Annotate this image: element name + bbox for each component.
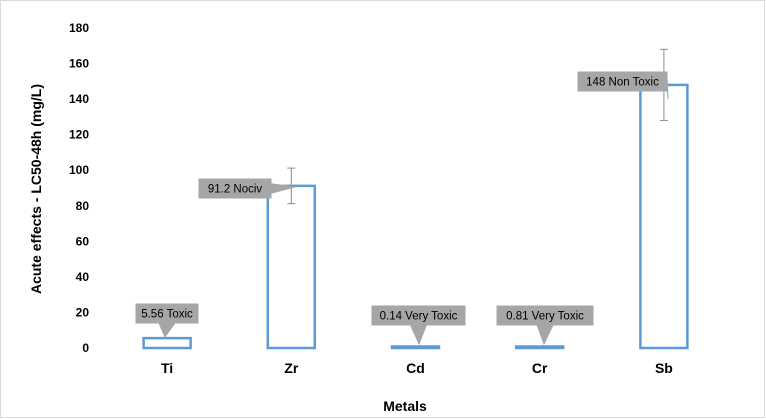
- bar-ti: [142, 336, 192, 350]
- x-tick-label-sb: Sb: [655, 360, 673, 376]
- data-label-cr: 0.81 Very Toxic: [496, 305, 594, 346]
- data-labels: 5.56 Toxic 91.2 Nociv 0.14 Very Toxic 0.81 …: [135, 71, 669, 346]
- data-label-text: 5.56 Toxic: [141, 309, 193, 321]
- y-tick-label: 140: [69, 92, 89, 106]
- data-label-text: 0.14 Very Toxic: [380, 311, 458, 323]
- error-bar-zr: [287, 167, 296, 205]
- x-axis-title: Metals: [383, 398, 427, 414]
- data-label-box: [577, 71, 669, 100]
- bar-cd: [390, 345, 441, 350]
- data-label-text: 91.2 Nociv: [208, 184, 263, 196]
- x-tick-label-zr: Zr: [284, 360, 299, 376]
- y-tick-label: 60: [76, 234, 90, 248]
- bar-cr: [514, 345, 565, 350]
- data-label-text: 148 Non Toxic: [586, 77, 659, 89]
- x-tick-label-cr: Cr: [532, 360, 548, 376]
- y-axis-title: Acute effects - LC50-48h (mg/L): [28, 84, 44, 294]
- x-tick-label-cd: Cd: [406, 360, 425, 376]
- y-tick-label: 180: [69, 21, 89, 35]
- data-label-zr: 91.2 Nociv: [198, 178, 296, 199]
- y-tick-label: 80: [76, 199, 90, 213]
- y-tick-label: 120: [69, 128, 89, 142]
- data-label-sb: 148 Non Toxic: [577, 71, 669, 100]
- y-tick-label: 20: [76, 305, 90, 319]
- data-label-box: [496, 305, 594, 346]
- x-axis-categories: Ti Zr Cd Cr Sb: [161, 360, 673, 376]
- data-label-box: [198, 178, 296, 199]
- y-tick-label: 0: [82, 341, 89, 355]
- data-label-ti: 5.56 Toxic: [135, 303, 199, 339]
- y-tick-label: 160: [69, 57, 89, 71]
- x-tick-label-ti: Ti: [161, 360, 173, 376]
- y-tick-label: 40: [76, 270, 90, 284]
- y-axis-ticks: 0 20 40 60 80 100 120 140 160 180: [69, 21, 89, 355]
- data-label-box: [371, 305, 466, 346]
- bar-sb: [639, 83, 689, 350]
- data-label-text: 0.81 Very Toxic: [506, 311, 584, 323]
- data-label-cd: 0.14 Very Toxic: [371, 305, 466, 346]
- bar-zr: [266, 184, 317, 350]
- data-label-box: [135, 303, 199, 339]
- y-tick-label: 100: [69, 163, 89, 177]
